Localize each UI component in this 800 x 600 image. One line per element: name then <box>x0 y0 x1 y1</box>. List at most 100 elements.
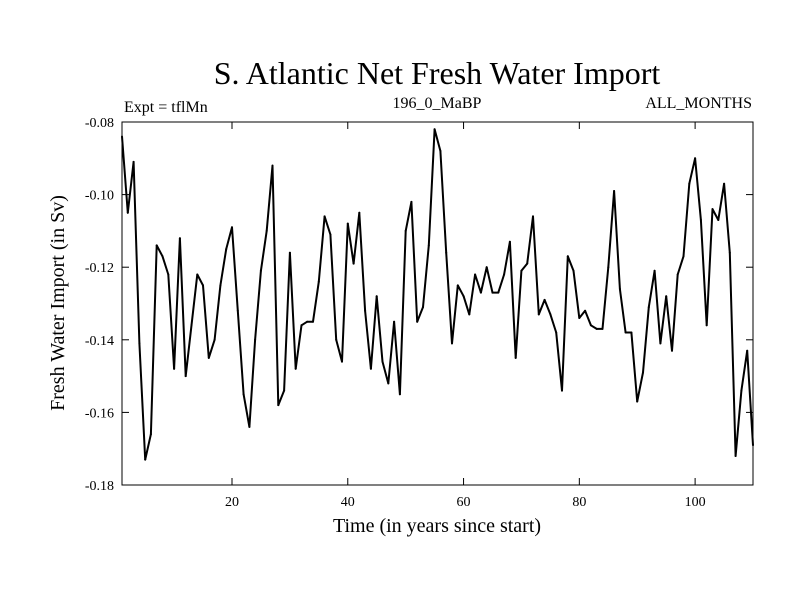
data-point <box>132 160 135 163</box>
series-line <box>121 128 754 461</box>
data-point <box>265 229 268 232</box>
data-point <box>503 273 506 276</box>
data-point <box>236 309 239 312</box>
data-point <box>734 455 737 457</box>
data-point <box>479 291 482 294</box>
data-point <box>300 324 303 327</box>
data-point <box>665 295 668 298</box>
data-point <box>433 128 436 131</box>
data-point <box>642 371 644 374</box>
data-point <box>369 367 372 370</box>
data-point <box>375 295 378 298</box>
data-point <box>566 255 569 258</box>
y-tick-label: -0.08 <box>85 116 114 131</box>
data-point <box>259 269 262 272</box>
data-point <box>317 280 320 283</box>
data-point <box>161 255 164 258</box>
data-point <box>699 219 702 221</box>
data-point <box>213 338 216 341</box>
data-point <box>723 182 726 185</box>
data-point <box>341 360 343 363</box>
expt-subtitle: Expt = tflMn <box>124 99 208 116</box>
data-point <box>346 222 349 225</box>
data-point <box>306 320 309 323</box>
data-point <box>520 269 523 272</box>
data-point <box>653 269 656 272</box>
data-point <box>387 382 390 385</box>
data-point <box>242 393 245 396</box>
data-point <box>682 255 685 258</box>
data-point <box>149 433 152 436</box>
run-subtitle: 196_0_MaBP <box>393 95 482 112</box>
data-point <box>439 150 442 152</box>
data-point <box>451 342 453 345</box>
data-point <box>613 190 616 192</box>
data-point <box>219 284 222 287</box>
data-point <box>422 306 424 309</box>
data-point <box>178 237 181 240</box>
data-point <box>294 367 297 370</box>
data-point <box>752 444 754 447</box>
data-point <box>155 244 158 247</box>
data-point <box>630 331 633 334</box>
data-point <box>514 356 517 359</box>
data-point <box>335 338 338 341</box>
data-point <box>636 400 639 403</box>
x-tick-label: 60 <box>457 495 471 510</box>
data-point <box>485 266 488 269</box>
data-point <box>126 211 129 214</box>
data-point <box>624 331 627 334</box>
x-tick-label: 100 <box>685 495 706 510</box>
data-point <box>601 327 604 330</box>
data-point <box>184 375 187 378</box>
data-point <box>445 251 448 254</box>
data-point <box>607 266 610 269</box>
data-point <box>410 200 413 203</box>
data-point <box>190 324 193 327</box>
data-point <box>595 327 598 330</box>
data-point <box>207 356 210 359</box>
data-point <box>746 349 749 352</box>
x-tick-label: 40 <box>341 495 355 510</box>
y-tick-label: -0.12 <box>85 261 114 276</box>
data-point <box>537 313 540 316</box>
data-point <box>283 389 286 392</box>
data-points <box>121 128 754 461</box>
data-point <box>711 208 714 211</box>
data-point <box>555 331 558 334</box>
data-point <box>271 164 274 167</box>
data-point <box>561 389 563 392</box>
data-point <box>589 324 592 327</box>
data-point <box>728 251 731 254</box>
data-point <box>225 248 228 251</box>
data-point <box>671 349 673 352</box>
data-point <box>618 288 621 290</box>
data-point <box>717 219 720 221</box>
data-point <box>572 269 575 272</box>
data-point <box>497 291 500 294</box>
data-point <box>578 317 581 319</box>
data-point <box>393 320 396 323</box>
data-point <box>456 284 459 287</box>
y-tick-label: -0.14 <box>85 334 114 349</box>
data-point <box>427 244 430 247</box>
data-point <box>138 342 141 345</box>
data-point <box>248 425 251 428</box>
data-point <box>288 251 291 254</box>
data-point <box>462 295 465 298</box>
x-axis-label: Time (in years since start) <box>333 515 541 537</box>
data-point <box>364 309 367 312</box>
data-point <box>167 273 170 276</box>
chart-title: S. Atlantic Net Fresh Water Import <box>214 55 661 91</box>
x-axis-ticks: 20 40 60 80 100 <box>225 122 706 510</box>
data-point <box>647 306 650 309</box>
data-point <box>705 324 708 327</box>
y-tick-label: -0.10 <box>85 189 114 204</box>
data-point <box>121 135 123 138</box>
data-point <box>694 157 697 160</box>
data-point <box>231 226 233 229</box>
y-axis-label: Fresh Water Import (in Sv) <box>47 195 69 411</box>
y-axis-ticks: -0.18 -0.16 -0.14 -0.12 -0.10 -0.08 <box>85 116 753 494</box>
data-point <box>543 298 546 301</box>
